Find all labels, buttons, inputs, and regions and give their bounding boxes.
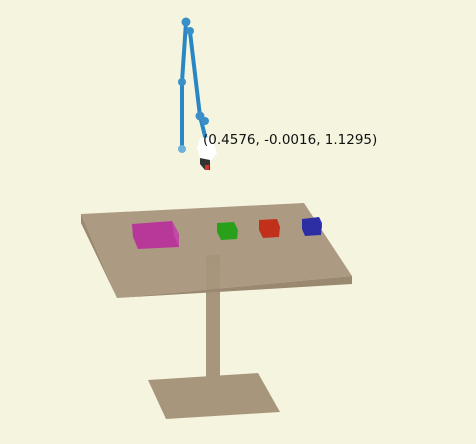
red-block[interactable]: [259, 219, 280, 238]
shoulder-joint: [181, 17, 191, 27]
magenta-block[interactable]: [132, 221, 179, 249]
end-effector-coordinates: (0.4576, -0.0016, 1.1295): [203, 132, 377, 148]
gripper[interactable]: [197, 137, 217, 170]
green-block[interactable]: [217, 222, 238, 240]
table-left-edge: [81, 214, 117, 298]
table-top-edge: [117, 276, 352, 298]
lower-joint: [178, 145, 186, 153]
wrist-joint-2: [201, 117, 209, 125]
upper-joint: [186, 27, 194, 35]
elbow-joint: [178, 78, 186, 86]
table-base: [148, 373, 280, 419]
robot-arm[interactable]: [178, 17, 209, 154]
blue-block[interactable]: [302, 217, 322, 236]
